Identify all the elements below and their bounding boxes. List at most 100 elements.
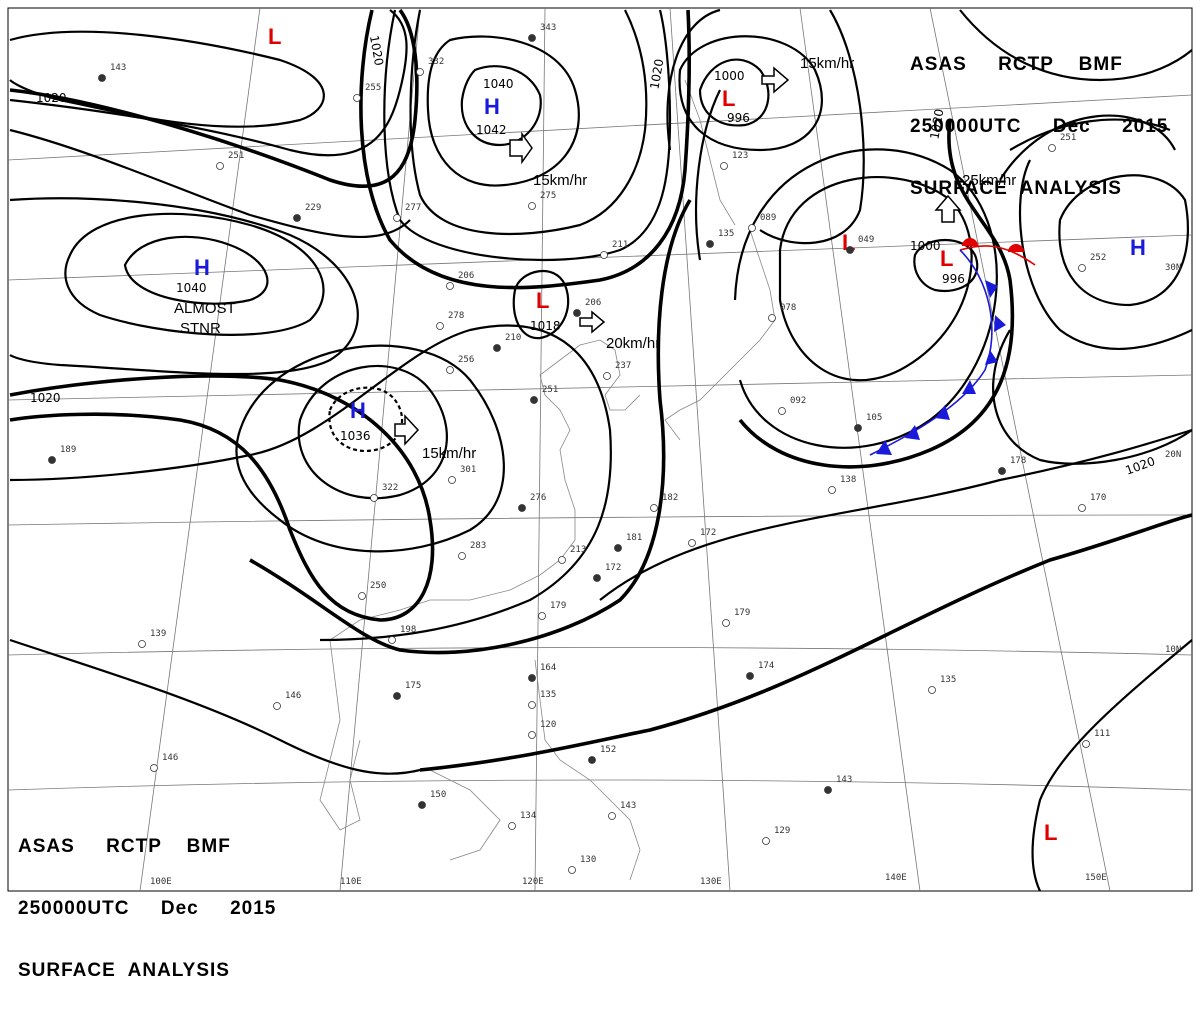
motion-speed: 20km/hr <box>606 335 660 352</box>
stationary-note: ALMOST <box>174 300 236 317</box>
high-center-4: H <box>1130 235 1146 260</box>
low-pressure-value: 996 <box>727 111 750 125</box>
station-circle <box>762 837 770 845</box>
station-pressure: 143 <box>836 775 852 785</box>
station-pressure: 135 <box>540 690 556 700</box>
lon-line <box>669 7 731 892</box>
station-circle <box>493 344 501 352</box>
lat-line <box>7 234 1193 281</box>
station-pressure: 143 <box>620 801 636 811</box>
low-center-2: L <box>722 86 735 111</box>
station-pressure: 143 <box>110 63 126 73</box>
station-circle <box>846 246 854 254</box>
station-pressure: 276 <box>530 493 546 503</box>
station-pressure: 277 <box>405 203 421 213</box>
station-circle <box>568 866 576 874</box>
station-circle <box>446 282 454 290</box>
station-circle <box>748 224 756 232</box>
station-circle <box>573 309 581 317</box>
station-pressure: 256 <box>458 355 474 365</box>
isobar <box>235 344 505 553</box>
isobar-1040 <box>460 65 542 147</box>
station-pressure: 189 <box>60 445 76 455</box>
station-pressure: 213 <box>570 545 586 555</box>
lon-label: 130E <box>700 877 722 887</box>
station-pressure: 178 <box>1010 456 1026 466</box>
station-pressure: 089 <box>760 213 776 223</box>
lon-label: 150E <box>1085 873 1107 883</box>
coastlines <box>319 79 776 881</box>
isobar <box>733 148 998 449</box>
station-circle <box>273 702 281 710</box>
motion-arrow-icon <box>934 194 962 223</box>
station-circle <box>1078 504 1086 512</box>
station-pressure: 322 <box>382 483 398 493</box>
station-pressure: 275 <box>540 191 556 201</box>
isobar <box>599 428 1193 601</box>
station-circle <box>416 68 424 76</box>
station-pressure: 283 <box>470 541 486 551</box>
station-pressure: 105 <box>866 413 882 423</box>
header-line-2: 250000UTC Dec 2015 <box>18 898 277 919</box>
station-pressure: 211 <box>612 240 628 250</box>
lon-line <box>799 7 921 892</box>
station-circle <box>353 94 361 102</box>
header-top: ASAS RCTP BMF 250000UTC Dec 2015 SURFACE… <box>910 16 1168 238</box>
low-center-4: L <box>268 24 281 49</box>
isobar <box>666 8 865 245</box>
station-circle <box>824 786 832 794</box>
lat-line <box>7 647 1193 656</box>
station-circle <box>722 619 730 627</box>
isobar <box>678 35 823 152</box>
station-circle <box>1048 144 1056 152</box>
motion-speed: 15km/hr <box>422 445 476 462</box>
station-pressure: 174 <box>758 661 774 671</box>
station-circle <box>528 674 536 682</box>
station-pressure: 134 <box>520 811 536 821</box>
isobar <box>999 114 1176 181</box>
station-circle <box>458 552 466 560</box>
warm-front-semicircle <box>962 238 978 246</box>
station-circle <box>688 539 696 547</box>
isobar-label: 1020 <box>30 391 61 405</box>
station-pressure: 182 <box>662 493 678 503</box>
station-circle <box>150 764 158 772</box>
station-pressure: 123 <box>732 151 748 161</box>
isobar-label: 1000 <box>714 69 745 83</box>
station-pressure: 278 <box>448 311 464 321</box>
surface-analysis-map: 1020 1020 1020 1040 1000 1020 1020 1000 … <box>7 7 1193 981</box>
indochina-coast <box>319 639 361 831</box>
station-pressure: 120 <box>540 720 556 730</box>
station-circle <box>614 544 622 552</box>
station-circle <box>508 822 516 830</box>
isobar-label: 1000 <box>910 239 941 253</box>
station-pressure: 139 <box>150 629 166 639</box>
low-center-1: L <box>536 288 549 313</box>
fronts <box>869 238 1036 456</box>
station-pressure: 111 <box>1094 729 1110 739</box>
station-circle <box>593 574 601 582</box>
lat-line <box>7 514 1193 526</box>
station-circle <box>828 486 836 494</box>
isobar <box>383 9 672 262</box>
low-pressure-value: 1018 <box>530 319 561 333</box>
isobar-1020 <box>359 9 692 290</box>
station-circle <box>538 612 546 620</box>
isobar <box>9 324 612 642</box>
low-center-3: L <box>940 246 953 271</box>
japan-coast <box>664 229 776 441</box>
station-circle <box>778 407 786 415</box>
cold-front <box>869 249 993 456</box>
station-circle <box>418 801 426 809</box>
station-circle <box>746 672 754 680</box>
header-line-2: 250000UTC Dec 2015 <box>910 116 1169 137</box>
station-circle <box>768 314 776 322</box>
motion-speed: 15km/hr <box>533 172 587 189</box>
station-plots: 143 255 251 229 277 332 343 206 278 210 256 275 206 2… <box>48 23 1110 874</box>
station-pressure: 332 <box>428 57 444 67</box>
isobar-1020 <box>9 374 435 622</box>
isobar <box>9 9 408 157</box>
high-pressure-value: 1040 <box>176 281 207 295</box>
isobar-1036 <box>328 386 404 453</box>
stationary-note: STNR <box>180 320 221 337</box>
